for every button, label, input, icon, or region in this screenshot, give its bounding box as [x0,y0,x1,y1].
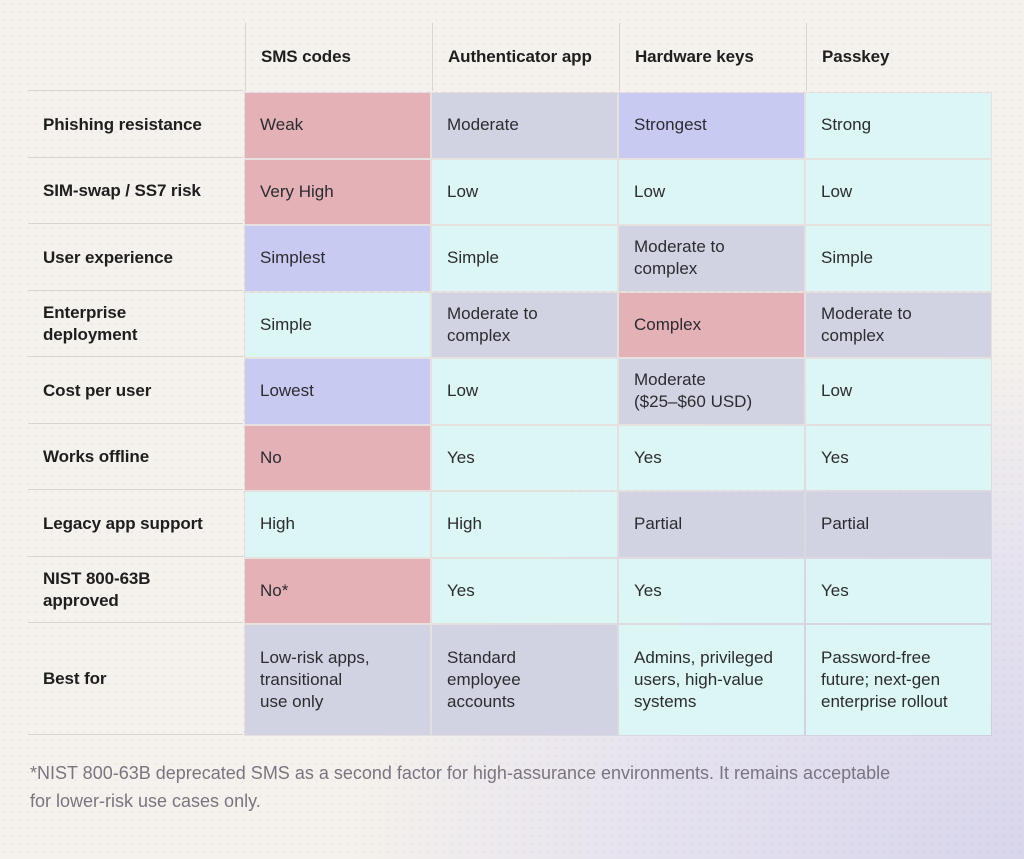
row-label-legacy-app-support: Legacy app support [28,492,243,557]
cell-works-offline-hardware-keys: Yes [619,425,804,490]
cell-legacy-app-support-authenticator-app: High [432,492,617,557]
cell-enterprise-deployment-sms-codes: Simple [245,292,430,357]
cell-cost-per-user-authenticator-app: Low [432,359,617,424]
row-label-works-offline: Works offline [28,426,243,490]
cell-sim-swap-ss7-risk-passkey: Low [806,159,991,224]
cell-legacy-app-support-hardware-keys: Partial [619,492,804,557]
cell-legacy-app-support-sms-codes: High [245,492,430,557]
cell-phishing-resistance-sms-codes: Weak [245,93,430,158]
cell-best-for-hardware-keys: Admins, privileged users, high-value sys… [619,625,804,735]
cell-best-for-authenticator-app: Standard employee accounts [432,625,617,735]
cell-best-for-passkey: Password-free future; next-gen enterpris… [806,625,991,735]
cell-phishing-resistance-hardware-keys: Strongest [619,93,804,158]
comparison-page: SMS codes Authenticator app Hardware key… [28,23,991,735]
cell-sim-swap-ss7-risk-sms-codes: Very High [245,159,430,224]
cell-enterprise-deployment-hardware-keys: Complex [619,292,804,357]
cell-works-offline-passkey: Yes [806,425,991,490]
cell-legacy-app-support-passkey: Partial [806,492,991,557]
column-header-hardware-keys: Hardware keys [619,23,804,91]
cell-user-experience-hardware-keys: Moderate to complex [619,226,804,291]
cell-enterprise-deployment-authenticator-app: Moderate to complex [432,292,617,357]
column-header-passkey: Passkey [806,23,991,91]
cell-nist-800-63b-approved-authenticator-app: Yes [432,558,617,623]
cell-cost-per-user-sms-codes: Lowest [245,359,430,424]
cell-nist-800-63b-approved-sms-codes: No* [245,558,430,623]
cell-best-for-sms-codes: Low-risk apps, transitional use only [245,625,430,735]
row-label-user-experience: User experience [28,226,243,291]
column-header-sms-codes: SMS codes [245,23,430,91]
cell-cost-per-user-passkey: Low [806,359,991,424]
row-label-sim-swap-ss7-risk: SIM-swap / SS7 risk [28,160,243,224]
header-corner-cell [28,23,243,91]
row-label-enterprise-deployment: Enterprise deployment [28,293,243,357]
cell-user-experience-authenticator-app: Simple [432,226,617,291]
cell-works-offline-sms-codes: No [245,425,430,490]
mfa-comparison-table: SMS codes Authenticator app Hardware key… [28,23,991,735]
cell-cost-per-user-hardware-keys: Moderate ($25–$60 USD) [619,359,804,424]
cell-user-experience-passkey: Simple [806,226,991,291]
footnote: *NIST 800-63B deprecated SMS as a second… [30,763,891,811]
row-label-cost-per-user: Cost per user [28,359,243,424]
cell-sim-swap-ss7-risk-authenticator-app: Low [432,159,617,224]
row-label-nist-800-63b-approved: NIST 800-63B approved [28,559,243,623]
row-label-best-for: Best for [28,625,243,735]
cell-works-offline-authenticator-app: Yes [432,425,617,490]
cell-phishing-resistance-authenticator-app: Moderate [432,93,617,158]
cell-nist-800-63b-approved-passkey: Yes [806,558,991,623]
cell-nist-800-63b-approved-hardware-keys: Yes [619,558,804,623]
cell-user-experience-sms-codes: Simplest [245,226,430,291]
cell-phishing-resistance-passkey: Strong [806,93,991,158]
row-label-phishing-resistance: Phishing resistance [28,93,243,158]
column-header-authenticator-app: Authenticator app [432,23,617,91]
cell-sim-swap-ss7-risk-hardware-keys: Low [619,159,804,224]
cell-enterprise-deployment-passkey: Moderate to complex [806,292,991,357]
